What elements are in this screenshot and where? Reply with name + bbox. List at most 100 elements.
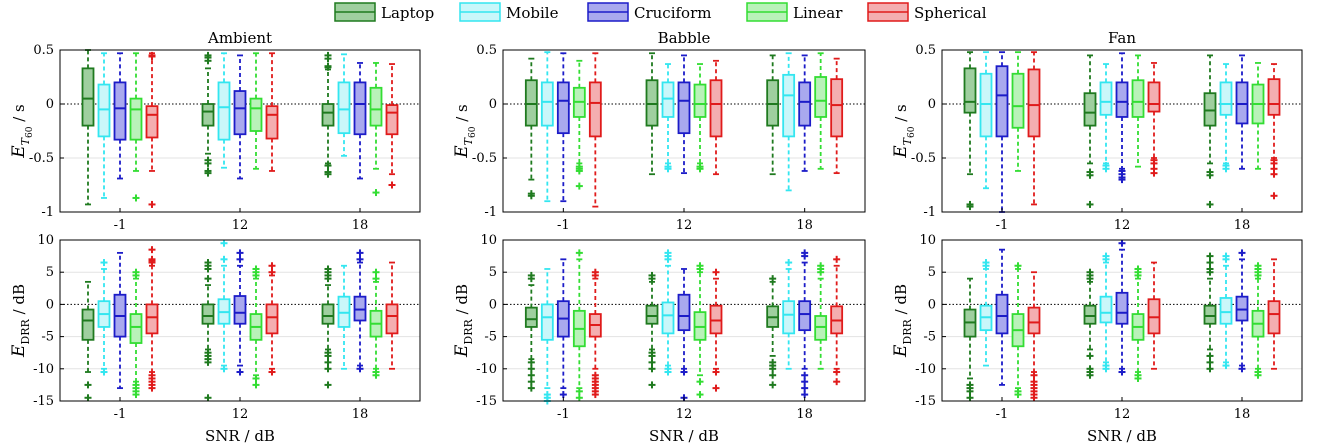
box-body [145,303,159,335]
box-cruciform [353,62,367,180]
outlier [324,162,332,170]
outlier [1086,352,1094,360]
outlier [559,391,567,399]
box-linear [814,262,828,370]
x-tick-label: -1 [114,218,127,233]
outlier [324,63,332,71]
box-body [661,81,675,118]
box-laptop [766,54,780,176]
outlier [236,249,244,257]
box-spherical [1027,51,1041,206]
outlier [324,265,332,273]
box-body [81,308,95,341]
outlier [204,159,212,167]
box-laptop [524,271,538,392]
box-mobile [1219,252,1233,370]
x-axis-label: SNR / dB [1087,427,1157,445]
outlier [324,55,332,63]
outlier [324,352,332,360]
x-tick-label: 18 [796,407,813,422]
outlier [801,391,809,399]
box-cruciform [233,249,247,376]
box-body [233,90,247,136]
legend-label-laptop: Laptop [381,4,434,22]
y-tick-label: 5 [489,265,497,280]
panel-1: -1 -0.5 0 0.5 -1 12 18 Ambient ET60 / s [9,29,421,233]
box-linear [1011,262,1025,399]
box-linear [249,265,263,389]
y-tick-label: -1 [484,205,497,220]
box-body [830,78,844,138]
box-mobile [979,259,993,367]
box-laptop [201,51,215,177]
box-linear [1131,265,1145,382]
box-mobile [97,52,111,199]
outlier [1222,252,1230,260]
box-cruciform [1235,249,1249,373]
outlier [236,368,244,376]
box-linear [693,262,707,399]
y-tick-label: 5 [928,265,936,280]
box-mobile [540,268,554,405]
y-tick-label: 0 [489,97,497,112]
y-tick-label: 10 [37,233,54,248]
box-laptop [645,52,659,176]
box-body [979,72,993,138]
y-tick-label: -10 [33,362,54,377]
box-body [645,304,659,325]
box-laptop [1203,54,1217,208]
box-body [81,67,95,127]
box-body [766,79,780,127]
y-axis-label-unit: / s [453,104,471,126]
box-linear [693,63,707,173]
box-cruciform [556,52,570,203]
box-body [1027,68,1041,138]
x-tick-label: 18 [796,218,813,233]
box-mobile [217,239,231,373]
box-linear [1011,51,1025,172]
outlier [220,239,228,247]
box-linear [814,52,828,170]
box-body [540,303,554,341]
box-mobile [1099,252,1113,373]
panel-title: Babble [658,29,711,47]
x-tick-label: 12 [676,407,693,422]
outlier [372,268,380,276]
box-spherical [1147,261,1161,370]
box-cruciform [233,54,247,180]
box-body [1011,72,1025,129]
box-body [385,104,399,136]
x-tick-label: -1 [996,218,1009,233]
box-cruciform [113,251,127,390]
outlier [833,378,841,386]
outlier [696,378,704,386]
x-tick-label: -1 [114,407,127,422]
box-laptop [1203,252,1217,373]
outlier [132,194,140,202]
outlier [966,394,974,402]
legend-label-linear: Linear [793,4,843,22]
outlier [1206,200,1214,208]
outlier [801,384,809,392]
outlier [982,259,990,267]
outlier [236,255,244,263]
y-tick-label: -0.5 [29,151,54,166]
box-body [1099,295,1113,324]
outlier [1206,171,1214,179]
outlier [664,249,672,257]
box-mobile [1099,63,1113,173]
outlier [1206,358,1214,366]
box-body [556,81,570,135]
box-laptop [81,49,95,206]
panel-2: -1 -0.5 0 0.5 -1 12 18 Babble ET60 / s [452,29,866,233]
outlier [1086,371,1094,379]
box-laptop [201,259,215,402]
y-tick-label: -5 [923,330,936,345]
outlier [769,371,777,379]
outlier [769,365,777,373]
outlier [1102,252,1110,260]
outlier [1238,365,1246,373]
outlier [204,275,212,283]
box-spherical [385,261,399,370]
outlier [1118,239,1126,247]
